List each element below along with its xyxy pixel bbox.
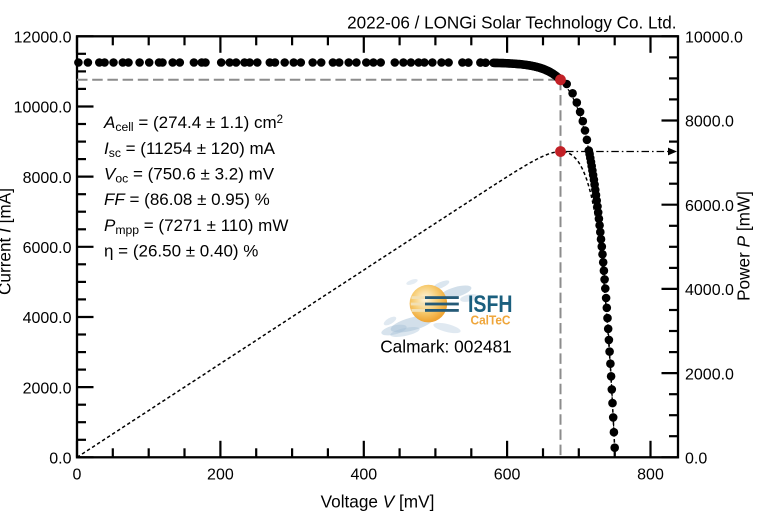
svg-text:0.0: 0.0 [685, 451, 707, 468]
svg-text:12000.0: 12000.0 [14, 30, 72, 47]
svg-text:6000.0: 6000.0 [685, 198, 734, 215]
svg-text:2022-06 / LONGi Solar Technolo: 2022-06 / LONGi Solar Technology Co. Ltd… [347, 13, 676, 32]
svg-text:4000.0: 4000.0 [23, 310, 72, 327]
svg-text:10000.0: 10000.0 [14, 100, 72, 117]
svg-text:8000.0: 8000.0 [685, 114, 734, 131]
svg-text:Voltage V [mV]: Voltage V [mV] [321, 492, 435, 512]
svg-text:0: 0 [73, 467, 82, 484]
svg-text:Pmpp = (7271 ± 110) mW: Pmpp = (7271 ± 110) mW [104, 216, 288, 237]
svg-text:4000.0: 4000.0 [685, 282, 734, 299]
svg-text:Calmark: 002481: Calmark: 002481 [380, 337, 512, 357]
svg-text:CalTeC: CalTeC [471, 312, 511, 327]
svg-text:600: 600 [494, 467, 521, 484]
svg-text:Power P [mW]: Power P [mW] [734, 191, 754, 301]
svg-text:400: 400 [350, 467, 377, 484]
svg-text:2000.0: 2000.0 [685, 366, 734, 383]
svg-text:8000.0: 8000.0 [23, 170, 72, 187]
svg-text:200: 200 [207, 467, 234, 484]
svg-text:0.0: 0.0 [49, 451, 71, 468]
svg-text:10000.0: 10000.0 [685, 30, 743, 47]
svg-text:Current I [mA]: Current I [mA] [0, 188, 15, 295]
svg-text:Acell = (274.4 ± 1.1) cm2: Acell = (274.4 ± 1.1) cm2 [103, 113, 283, 134]
svg-text:Isc = (11254 ± 120) mA: Isc = (11254 ± 120) mA [104, 139, 276, 160]
svg-text:2000.0: 2000.0 [23, 380, 72, 397]
svg-text:Voc = (750.6 ± 3.2) mV: Voc = (750.6 ± 3.2) mV [104, 165, 275, 186]
svg-text:η = (26.50 ± 0.40) %: η = (26.50 ± 0.40) % [104, 242, 258, 261]
svg-text:800: 800 [637, 467, 664, 484]
svg-text:FF = (86.08 ± 0.95) %: FF = (86.08 ± 0.95) % [104, 190, 270, 209]
svg-text:ISFH: ISFH [468, 291, 513, 318]
svg-text:6000.0: 6000.0 [23, 240, 72, 257]
